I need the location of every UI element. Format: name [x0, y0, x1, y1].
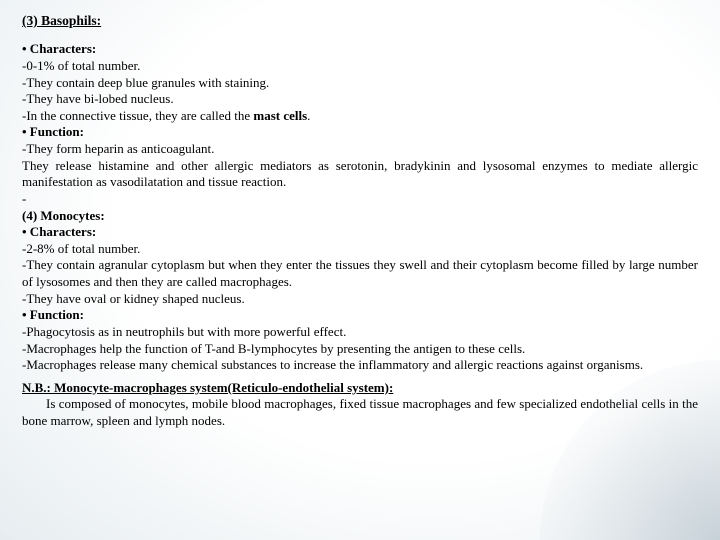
nb-line: N.B.: Monocyte-macrophages system(Reticu… — [22, 380, 698, 397]
section-3-char-4-suffix: . — [307, 108, 310, 123]
section-4-title: (4) Monocytes: — [22, 208, 698, 225]
section-3-function-heading: • Function: — [22, 124, 698, 141]
section-3-char-3: -They have bi-lobed nucleus. — [22, 91, 698, 108]
nb-body-text: Is composed of monocytes, mobile blood m… — [22, 396, 698, 428]
section-3-char-4-prefix: -In the connective tissue, they are call… — [22, 108, 253, 123]
section-3-char-2: -They contain deep blue granules with st… — [22, 75, 698, 92]
section-3-dash: - — [22, 191, 698, 208]
section-3-characters-heading: • Characters: — [22, 41, 698, 58]
section-3-char-4-bold: mast cells — [253, 108, 307, 123]
section-3-char-4: -In the connective tissue, they are call… — [22, 108, 698, 125]
section-3-func-1: -They form heparin as anticoagulant. — [22, 141, 698, 158]
section-4-func-3: -Macrophages release many chemical subst… — [22, 357, 698, 374]
section-4-char-3: -They have oval or kidney shaped nucleus… — [22, 291, 698, 308]
section-3-func-2: They release histamine and other allergi… — [22, 158, 698, 191]
section-4-char-2: -They contain agranular cytoplasm but wh… — [22, 257, 698, 290]
nb-body: Is composed of monocytes, mobile blood m… — [22, 396, 698, 429]
section-4-characters-heading: • Characters: — [22, 224, 698, 241]
section-3-char-1: -0-1% of total number. — [22, 58, 698, 75]
section-4-func-2: -Macrophages help the function of T-and … — [22, 341, 698, 358]
section-4-func-1: -Phagocytosis as in neutrophils but with… — [22, 324, 698, 341]
nb-label: N.B.: Monocyte-macrophages system(Reticu… — [22, 380, 393, 395]
section-4-function-heading: • Function: — [22, 307, 698, 324]
slide-container: (3) Basophils: • Characters: -0-1% of to… — [0, 0, 720, 540]
section-3-title: (3) Basophils: — [22, 12, 698, 29]
section-4-char-1: -2-8% of total number. — [22, 241, 698, 258]
